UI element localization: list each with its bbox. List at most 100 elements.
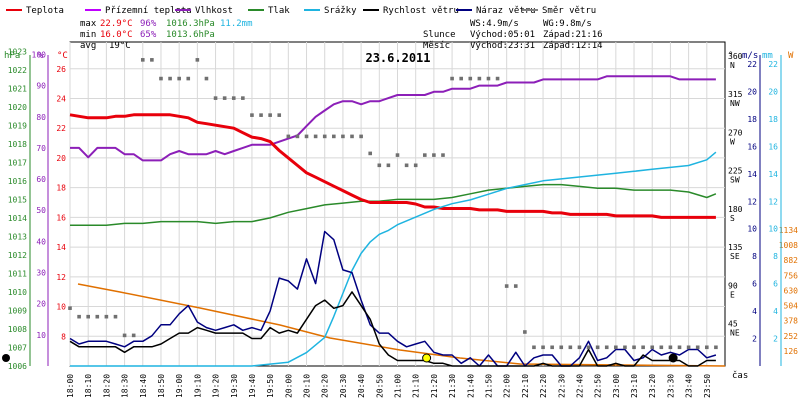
axis-temp-tick: 24 bbox=[56, 94, 66, 103]
axis-mm-tick: 378 bbox=[784, 317, 799, 326]
axis-hpa-tick: 1010 bbox=[8, 288, 27, 297]
axis-ms-tick: 10 bbox=[747, 225, 757, 234]
chart-header: 23.6.2011 max 22.9°C 96% 1016.3hPa 11.2m… bbox=[80, 19, 603, 65]
axis-dir-label: N bbox=[730, 61, 735, 70]
x-tick-label: 22:50 bbox=[594, 374, 603, 398]
axis-hpa-tick: 1023 bbox=[8, 47, 27, 56]
axis-mm-unit: mm bbox=[762, 51, 773, 61]
wind-direction-point bbox=[213, 96, 218, 100]
x-tick-label: 23:50 bbox=[703, 374, 712, 398]
axis-pct-tick: 40 bbox=[36, 237, 46, 246]
legend: Teplota Přízemní teplota Vlhkost Tlak Srážky… bbox=[6, 6, 596, 16]
wind-direction-point bbox=[422, 153, 427, 157]
wind-direction-point bbox=[377, 163, 382, 168]
legend-label: Směr větru bbox=[542, 6, 596, 16]
info-sun-set: Západ:21:16 bbox=[543, 30, 603, 40]
axis-temp-tick: 8 bbox=[61, 332, 66, 341]
x-tick-label: 20:40 bbox=[357, 374, 366, 398]
wind-direction-point bbox=[313, 134, 318, 139]
wind-direction-point bbox=[332, 134, 336, 139]
stats-max-press: 1016.3hPa bbox=[166, 19, 215, 29]
wind-direction-point bbox=[677, 345, 682, 350]
x-tick-label: 22:20 bbox=[539, 374, 548, 398]
legend-label: Teplota bbox=[26, 6, 64, 16]
wind-direction-point bbox=[459, 76, 463, 81]
axis-dir-tick: 90 bbox=[728, 281, 738, 290]
wind-direction-point bbox=[714, 345, 718, 350]
axis-pct-tick: 30 bbox=[36, 269, 46, 278]
wind-direction-point bbox=[304, 134, 309, 139]
axis-hpa-tick: 1019 bbox=[8, 121, 27, 130]
wind-direction-point bbox=[468, 76, 473, 81]
wind-direction-point bbox=[513, 284, 518, 288]
axis-hpa-tick: 1021 bbox=[8, 84, 27, 93]
axis-temp-tick: 12 bbox=[56, 273, 66, 282]
axis-pct-tick: 20 bbox=[36, 300, 46, 309]
axis-dir-tick: 135 bbox=[728, 243, 743, 252]
axis-hpa-tick: 1022 bbox=[8, 66, 27, 75]
wind-direction-point bbox=[495, 76, 500, 81]
x-tick-label: 20:20 bbox=[321, 374, 330, 398]
x-tick-label: 21:30 bbox=[448, 374, 457, 398]
stats-min-press: 1013.6hPa bbox=[166, 30, 215, 40]
moonrise-marker bbox=[668, 353, 678, 363]
wind-direction-point bbox=[686, 345, 691, 350]
wind-direction-point bbox=[441, 153, 445, 157]
axis-temp-tick: 18 bbox=[56, 184, 66, 193]
wind-direction-point bbox=[404, 163, 409, 168]
axis-dir-label: E bbox=[730, 290, 735, 299]
axis-w-tick: 20 bbox=[768, 87, 778, 96]
wind-direction-point bbox=[577, 345, 582, 350]
wind-direction-point bbox=[222, 96, 227, 100]
wind-direction-point bbox=[341, 134, 345, 139]
wind-direction-point bbox=[140, 58, 145, 62]
wind-direction-point bbox=[486, 76, 491, 81]
info-sun-rise: Východ:05:01 bbox=[470, 30, 535, 40]
axis-temp-tick: 22 bbox=[56, 124, 66, 133]
series-humidity-line bbox=[70, 75, 716, 162]
axis-dir-label: SE bbox=[730, 252, 740, 261]
axes: hPa% °C ° m/s mm Wčas100610071008100910101011… bbox=[4, 47, 798, 398]
wind-direction-point bbox=[286, 134, 291, 139]
wind-direction-point bbox=[659, 345, 664, 350]
x-tick-label: 22:10 bbox=[521, 374, 530, 398]
x-tick-label: 23:40 bbox=[685, 374, 694, 398]
x-tick-label: 21:00 bbox=[394, 374, 403, 398]
axis-dir-tick: 270 bbox=[728, 128, 743, 137]
legend-label: Rychlost větru bbox=[383, 6, 459, 16]
wind-direction-point bbox=[523, 330, 527, 334]
x-tick-label: 18:20 bbox=[102, 374, 111, 398]
x-tick-label: 18:10 bbox=[84, 374, 93, 398]
axis-temp-tick: 26 bbox=[56, 65, 66, 74]
axis-ms-tick: 6 bbox=[752, 280, 757, 289]
x-tick-label: 22:00 bbox=[503, 374, 512, 398]
wind-direction-point bbox=[568, 345, 573, 350]
x-tick-label: 19:30 bbox=[230, 374, 239, 398]
stats-max-hum: 96% bbox=[140, 19, 157, 29]
left-moon-marker bbox=[2, 354, 10, 362]
stats-max-rain: 11.2mm bbox=[220, 19, 253, 29]
axis-time-label: čas bbox=[732, 370, 748, 381]
wind-direction-point bbox=[586, 345, 591, 350]
stats-avg-label: avg bbox=[80, 41, 96, 51]
wind-direction-point bbox=[350, 134, 354, 139]
axis-hpa-tick: 1008 bbox=[8, 325, 27, 334]
wind-direction-point bbox=[532, 345, 536, 350]
wind-direction-point bbox=[614, 345, 618, 350]
axis-hpa-tick: 1013 bbox=[8, 232, 27, 241]
x-tick-label: 20:10 bbox=[303, 374, 312, 398]
wind-direction-point bbox=[368, 151, 373, 156]
axis-dir-label: SW bbox=[730, 176, 740, 185]
axis-hpa-unit: hPa bbox=[4, 51, 20, 61]
stats-max-label: max bbox=[80, 19, 97, 29]
stats-max-temp: 22.9°C bbox=[100, 19, 133, 29]
x-tick-label: 23:20 bbox=[648, 374, 657, 398]
axis-mm-tick: 1008 bbox=[779, 241, 798, 250]
axis-w-tick: 16 bbox=[768, 142, 778, 151]
axis-w-tick: 8 bbox=[773, 252, 778, 261]
x-tick-label: 22:40 bbox=[575, 374, 584, 398]
axis-pct-tick: 50 bbox=[36, 206, 46, 215]
axis-ms-tick: 18 bbox=[747, 115, 757, 124]
axis-dir-label: NW bbox=[730, 99, 740, 108]
wind-direction-point bbox=[550, 345, 554, 350]
